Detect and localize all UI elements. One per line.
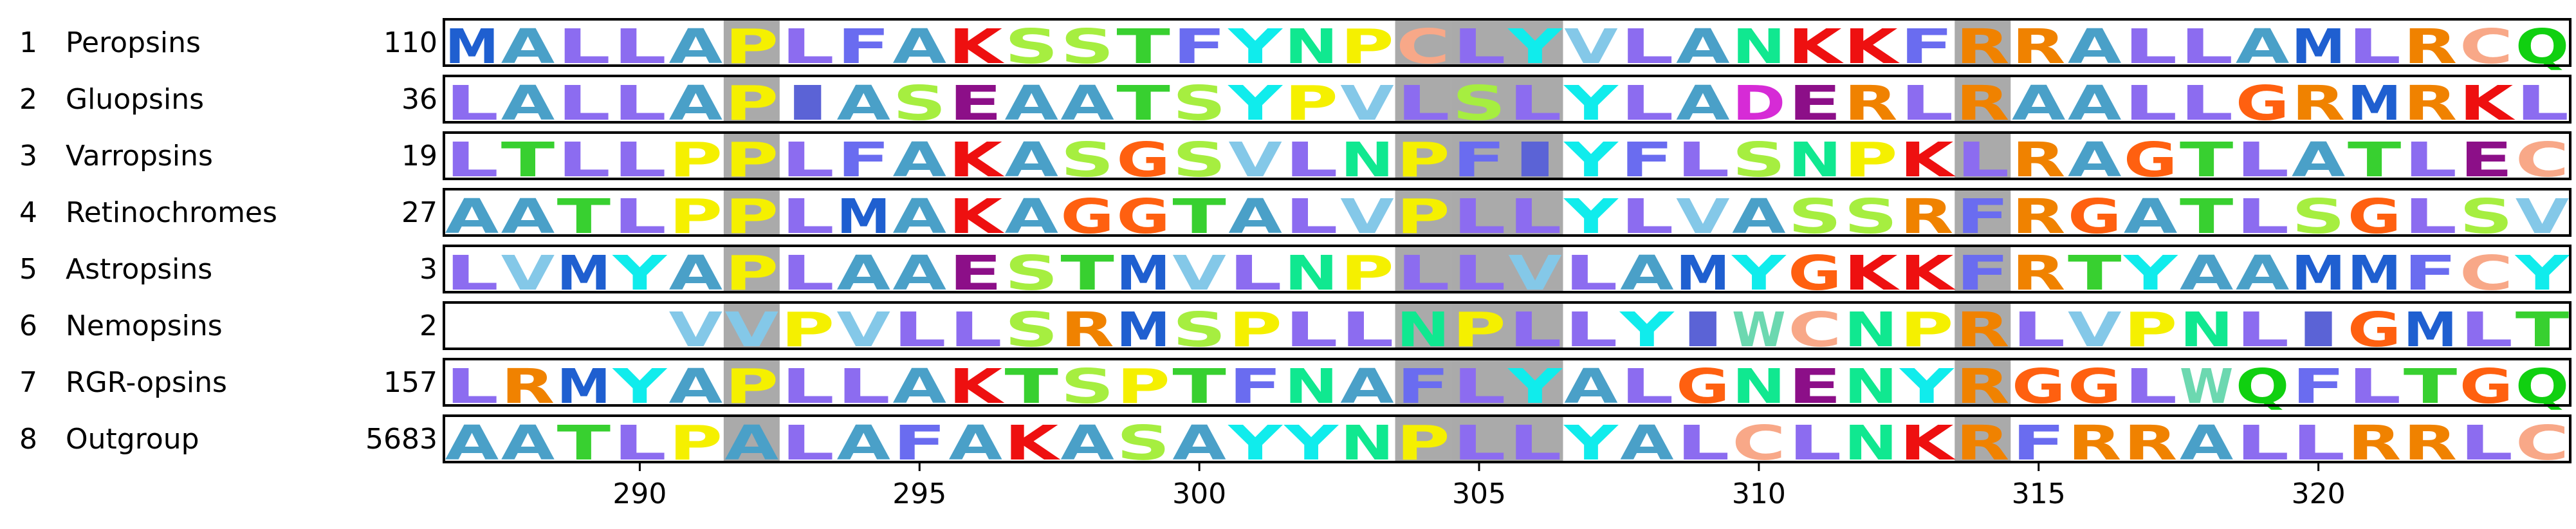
row-frame — [443, 301, 2571, 350]
row-count: 110 — [383, 26, 437, 59]
shaded-column — [723, 19, 780, 66]
shaded-column — [1451, 359, 1507, 405]
row-frame — [443, 18, 2571, 67]
row-name: Varropsins — [66, 140, 213, 172]
shaded-column — [1955, 19, 2011, 66]
row-index: 5 — [19, 253, 37, 286]
row-name: Peropsins — [66, 26, 201, 59]
shaded-column — [723, 246, 780, 292]
row-index: 7 — [19, 366, 37, 399]
shaded-column — [1507, 302, 1563, 349]
shaded-column — [1395, 302, 1451, 349]
x-axis: 290 295 300 305 310 315 320 — [444, 461, 2570, 510]
x-tick-label: 320 — [2292, 478, 2346, 510]
row-count: 19 — [401, 140, 437, 172]
shaded-column — [1955, 359, 2011, 405]
row-frame — [443, 245, 2571, 293]
shaded-column — [1451, 76, 1507, 122]
shaded-column — [1507, 133, 1563, 179]
shaded-column — [1395, 416, 1451, 462]
shaded-column — [723, 133, 780, 179]
shaded-column — [1955, 189, 2011, 236]
shaded-column — [1507, 76, 1563, 122]
shaded-column — [1507, 416, 1563, 462]
shaded-column — [1507, 189, 1563, 236]
row-frame — [443, 131, 2571, 180]
shaded-column — [723, 189, 780, 236]
shaded-column — [723, 76, 780, 122]
row-index: 3 — [19, 140, 37, 172]
row-count: 2 — [419, 310, 437, 342]
shaded-column — [723, 302, 780, 349]
shaded-column — [1395, 76, 1451, 122]
shaded-column — [1451, 133, 1507, 179]
row-index: 4 — [19, 196, 37, 229]
shaded-column — [1451, 246, 1507, 292]
shaded-column — [1395, 359, 1451, 405]
shaded-column — [1395, 189, 1451, 236]
shaded-column — [1955, 246, 2011, 292]
shaded-column — [1955, 76, 2011, 122]
shaded-column — [1395, 19, 1451, 66]
x-tick-label: 310 — [1732, 478, 1786, 510]
shaded-column — [1451, 189, 1507, 236]
shaded-column — [1955, 133, 2011, 179]
row-count: 157 — [383, 366, 437, 399]
row-index: 6 — [19, 310, 37, 342]
shaded-column — [1395, 246, 1451, 292]
x-tick-label: 295 — [892, 478, 946, 510]
shaded-column — [1451, 416, 1507, 462]
row-name: Nemopsins — [66, 310, 223, 342]
row-index: 8 — [19, 423, 37, 456]
row-name: Gluopsins — [66, 83, 204, 116]
row-index: 2 — [19, 83, 37, 116]
row-name: Astropsins — [66, 253, 212, 286]
x-tick-label: 290 — [612, 478, 667, 510]
row-count: 5683 — [365, 423, 437, 456]
row-name: RGR-opsins — [66, 366, 227, 399]
row-count: 36 — [401, 83, 437, 116]
row-frame — [443, 358, 2571, 407]
x-tick-label: 305 — [1452, 478, 1506, 510]
shaded-columns — [723, 19, 2011, 462]
shaded-column — [1507, 19, 1563, 66]
shaded-column — [1451, 19, 1507, 66]
shaded-column — [1451, 302, 1507, 349]
row-frame — [443, 188, 2571, 237]
row-count: 27 — [401, 196, 437, 229]
row-name: Retinochromes — [66, 196, 277, 229]
shaded-column — [1507, 359, 1563, 405]
x-tick-label: 315 — [2012, 478, 2066, 510]
row-name: Outgroup — [66, 423, 199, 456]
shaded-column — [1955, 416, 2011, 462]
shaded-column — [723, 416, 780, 462]
shaded-column — [723, 359, 780, 405]
shaded-column — [1955, 302, 2011, 349]
shaded-column — [1395, 133, 1451, 179]
x-tick-label: 300 — [1172, 478, 1226, 510]
row-count: 3 — [419, 253, 437, 286]
row-frame — [443, 75, 2571, 124]
shaded-column — [1507, 246, 1563, 292]
row-index: 1 — [19, 26, 37, 59]
